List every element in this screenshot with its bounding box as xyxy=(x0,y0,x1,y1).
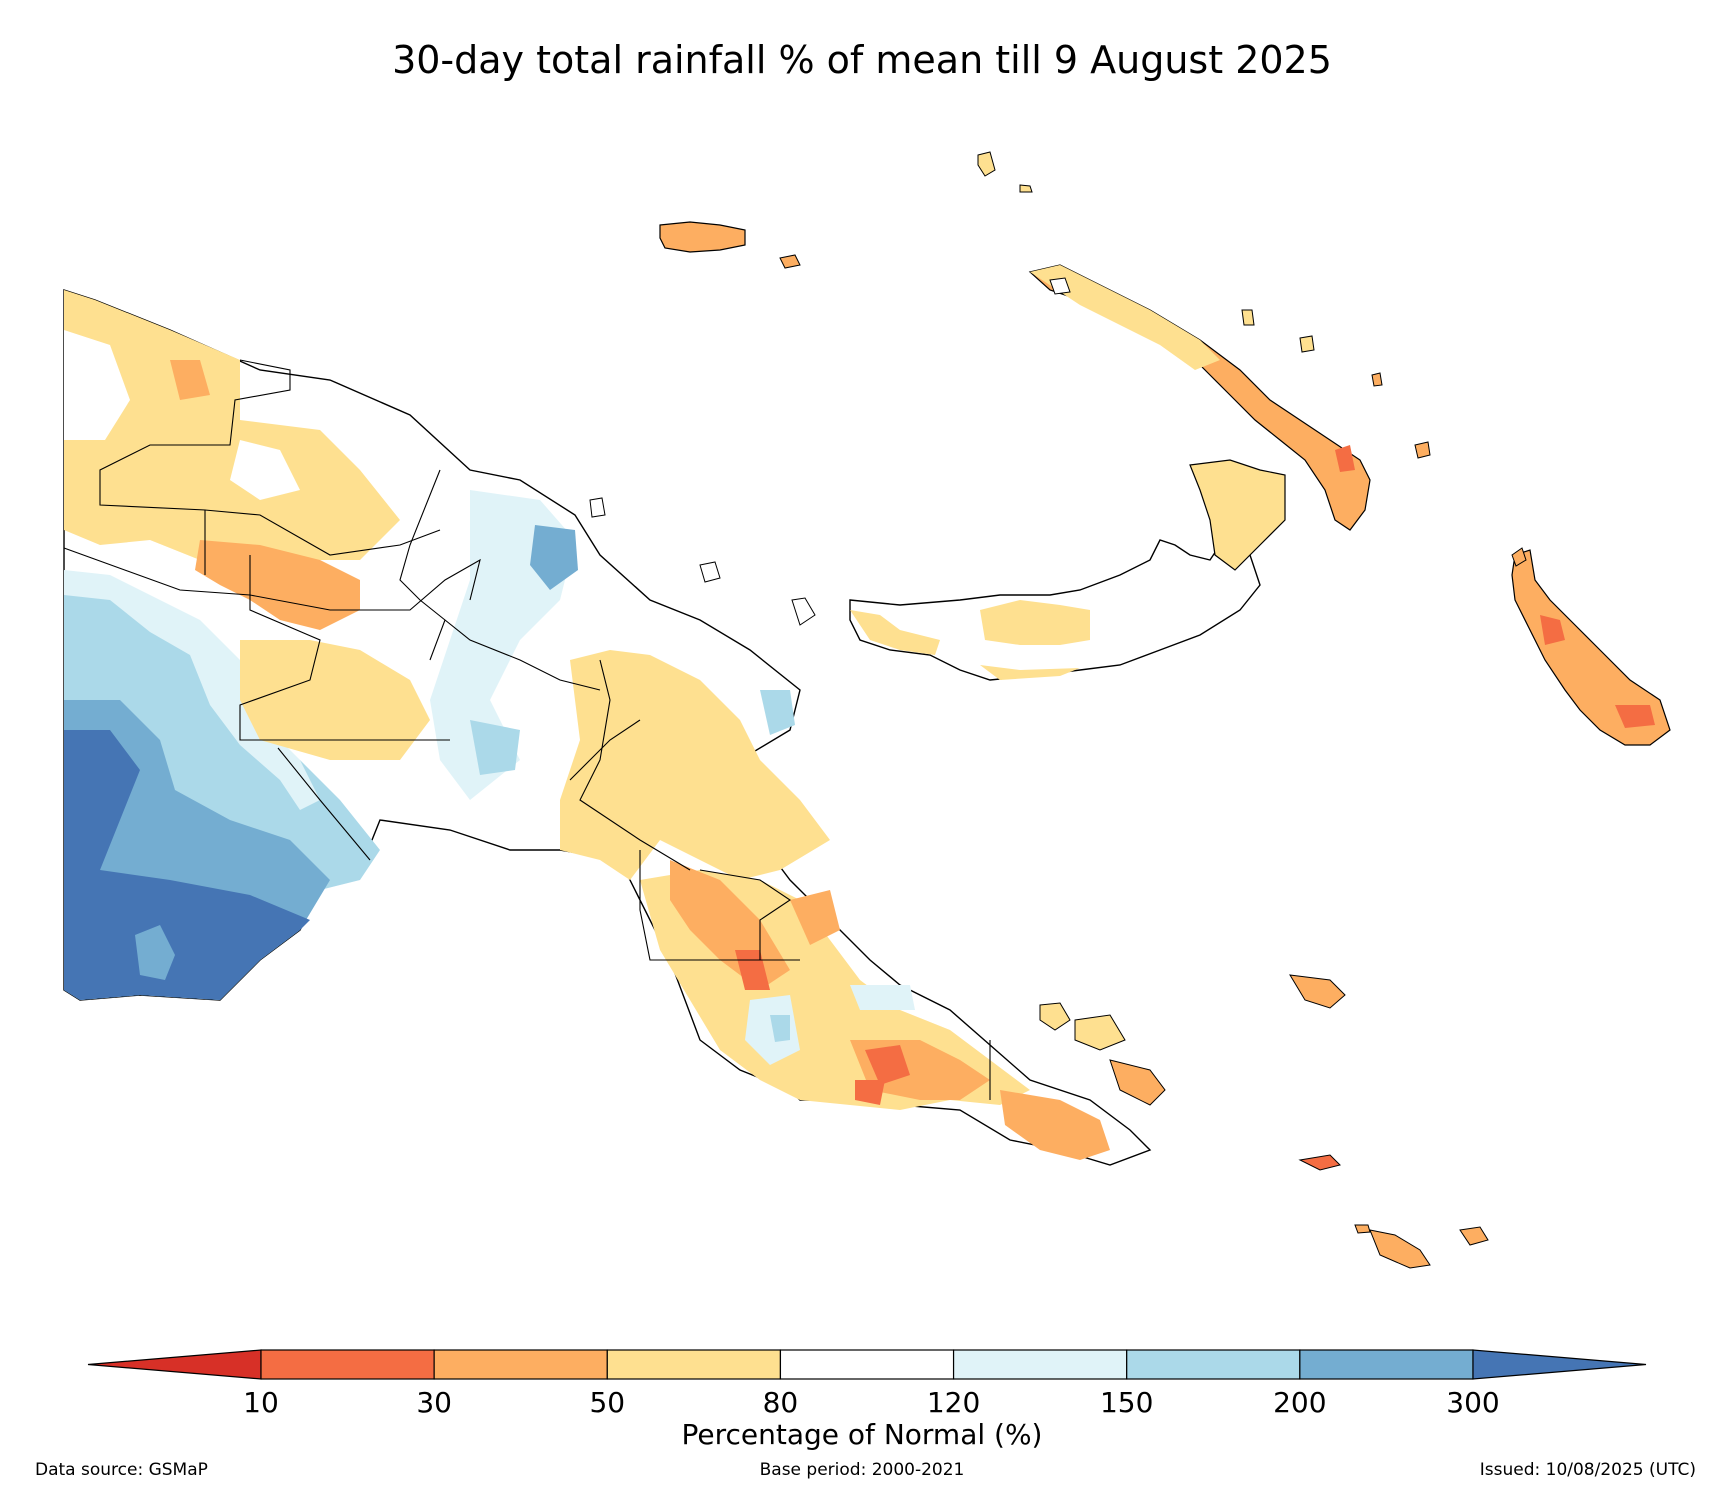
new-britain-dry-central xyxy=(980,600,1090,645)
region-dry-patch-north xyxy=(170,360,210,400)
island-emirau xyxy=(1019,184,1033,193)
colorbar-bin xyxy=(952,1349,1128,1380)
colorbar-extend-high xyxy=(1472,1349,1647,1380)
colorbar-tick-label: 80 xyxy=(762,1386,799,1419)
colorbar-bin xyxy=(606,1349,782,1380)
island-lihir xyxy=(1299,335,1315,353)
region-very-wet-2 xyxy=(64,730,310,1000)
region-milne-bay xyxy=(1000,1090,1110,1160)
region-dry-north-white-1 xyxy=(64,330,130,440)
region-dry-madang xyxy=(560,650,830,880)
region-moist-papua-2 xyxy=(770,1015,790,1042)
region-wet-central xyxy=(470,720,520,775)
colorbar-bin xyxy=(260,1349,435,1380)
region-drier-papua-2 xyxy=(790,890,840,945)
region-wet-madang xyxy=(760,690,795,735)
region-wet-patch xyxy=(135,925,175,980)
region-dry-north-white-2 xyxy=(230,440,300,500)
issued-date: Issued: 10/08/2025 (UTC) xyxy=(1479,1460,1696,1480)
colorbar xyxy=(87,1349,1647,1380)
island-small-1 xyxy=(791,597,816,626)
dentrecasteaux-1 xyxy=(1039,1002,1071,1031)
region-driest-1 xyxy=(865,1045,910,1085)
region-moist-band xyxy=(64,570,320,810)
island-small-4 xyxy=(1049,277,1071,295)
colorbar-tick-label: 300 xyxy=(1446,1386,1500,1419)
map-title: 30-day total rainfall % of mean till 9 A… xyxy=(392,38,1332,82)
new-ireland-dry-tip xyxy=(1030,265,1220,370)
region-wet-sepik xyxy=(530,525,578,590)
region-moist-papua xyxy=(745,995,800,1065)
region-highlands-dry-2 xyxy=(240,640,430,760)
base-period: Base period: 2000-2021 xyxy=(759,1460,965,1480)
colorbar-extend-low xyxy=(87,1349,262,1380)
colorbar-tick-label: 10 xyxy=(243,1386,279,1419)
island-feni xyxy=(1371,372,1383,387)
mainland xyxy=(63,289,1152,1166)
data-source: Data source: GSMaP xyxy=(35,1460,208,1480)
bougainville xyxy=(1511,549,1671,746)
island-nw-1 xyxy=(779,254,801,269)
new-britain-dry-south xyxy=(980,660,1100,680)
misima-island xyxy=(1354,1224,1371,1234)
colorbar-bin xyxy=(779,1349,955,1380)
colorbar-label: Percentage of Normal (%) xyxy=(681,1418,1043,1451)
province-boundaries xyxy=(63,359,991,1100)
gazelle-peninsula xyxy=(1189,459,1286,571)
buka-island xyxy=(1511,547,1527,567)
rossel-island xyxy=(1459,1226,1489,1246)
island-tabar xyxy=(1241,309,1255,326)
colorbar-tick-label: 50 xyxy=(589,1386,626,1419)
manus-island xyxy=(659,221,746,253)
colorbar-tick-label: 200 xyxy=(1273,1386,1327,1419)
bougainville-driest-1 xyxy=(1540,615,1565,645)
colorbar-bin xyxy=(433,1349,608,1380)
colorbar-tick-label: 150 xyxy=(1099,1386,1154,1419)
new-ireland-driest xyxy=(1335,445,1355,472)
island-small-3 xyxy=(589,497,606,518)
sudest-island xyxy=(1369,1229,1431,1269)
island-tanga xyxy=(1414,441,1431,459)
region-driest-2 xyxy=(855,1080,885,1105)
bougainville-driest-2 xyxy=(1615,705,1655,728)
woodlark-island xyxy=(1298,1154,1341,1171)
colorbar-bin xyxy=(1126,1349,1301,1380)
trobriand-island xyxy=(1289,974,1346,1009)
island-small-2 xyxy=(699,561,721,583)
dentrecasteaux-2 xyxy=(1074,1014,1126,1051)
colorbar-tick-label: 30 xyxy=(416,1386,452,1419)
new-britain xyxy=(849,459,1286,681)
region-moist-east xyxy=(850,985,915,1010)
colorbar-tick-label: 120 xyxy=(926,1386,981,1419)
island-mussau xyxy=(977,151,996,177)
region-dry-north xyxy=(64,290,400,590)
colorbar-bin xyxy=(1299,1349,1474,1380)
dentrecasteaux-3 xyxy=(1109,1059,1166,1106)
new-britain-dry-west xyxy=(850,610,940,655)
